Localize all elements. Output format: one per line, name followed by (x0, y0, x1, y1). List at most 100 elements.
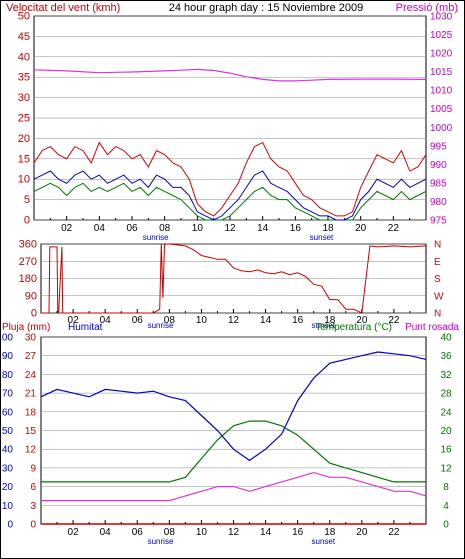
x-tick-label: 16 (290, 223, 302, 234)
x-tick-label: 12 (228, 527, 240, 538)
x-tick-label: 12 (228, 315, 240, 326)
x-tick-label: 22 (388, 527, 400, 538)
left-tick-label: 5 (24, 194, 30, 206)
right-tick-label: 985 (430, 178, 447, 189)
humidity-tick-label: 90 (2, 351, 14, 362)
left-tick-label: 50 (18, 11, 30, 23)
x-tick-label: 14 (257, 223, 269, 234)
x-tick-label: 04 (94, 223, 106, 234)
x-tick-label: 02 (68, 527, 80, 538)
humidity-tick-label: 30 (2, 463, 14, 474)
rain-tick-label: 30 (25, 333, 37, 344)
humidity-axis-label: Humitat (68, 322, 103, 333)
compass-label: S (434, 274, 441, 285)
x-tick-label: 16 (292, 527, 304, 538)
rain-tick-label: 12 (25, 445, 37, 456)
sunrise-label: sunrise (148, 321, 174, 330)
humidity-tick-label: 40 (2, 445, 14, 456)
series-gust (33, 141, 427, 217)
x-tick-label: 04 (100, 527, 112, 538)
temperature-tick-label: 24 (440, 407, 452, 418)
compass-label: E (434, 257, 441, 268)
x-tick-label: 14 (260, 527, 272, 538)
x-tick-label: 08 (164, 315, 176, 326)
x-tick-label: 12 (224, 223, 236, 234)
dewpoint-axis-label: Punt rosada (405, 322, 459, 333)
x-tick-label: 18 (322, 223, 334, 234)
right-tick-label: 1020 (430, 49, 453, 60)
humidity-tick-label: 100 (0, 333, 13, 344)
x-tick-label: 06 (132, 527, 144, 538)
right-tick-label: 1010 (430, 86, 453, 97)
temperature-tick-label: 40 (440, 333, 452, 344)
left-tick-label: 40 (18, 51, 30, 63)
compass-label: N (434, 309, 441, 320)
compass-label: N (434, 240, 441, 251)
temperature-axis-label: Temperatura (°C) (315, 322, 392, 333)
temperature-tick-label: 32 (440, 370, 452, 381)
rain-tick-label: 24 (25, 370, 37, 381)
right-tick-label: 995 (430, 141, 447, 152)
series-temperature (41, 420, 426, 483)
left-tick-label: 90 (25, 290, 37, 302)
left-tick-label: 20 (18, 133, 30, 145)
x-tick-label: 02 (61, 223, 73, 234)
sunset-label: sunset (312, 321, 336, 330)
humidity-tick-label: 10 (2, 501, 14, 512)
temperature-tick-label: 12 (440, 463, 452, 474)
x-tick-label: 06 (132, 315, 144, 326)
left-tick-label: 360 (19, 239, 37, 251)
right-tick-label: 990 (430, 160, 447, 171)
right-tick-label: 980 (430, 197, 447, 208)
x-tick-label: 20 (355, 223, 367, 234)
x-tick-label: 08 (159, 223, 171, 234)
rain-tick-label: 9 (30, 463, 36, 474)
right-tick-label: 1025 (430, 30, 453, 41)
humidity-tick-label: 60 (2, 407, 14, 418)
rain-tick-label: 6 (30, 482, 36, 493)
x-tick-label: 08 (164, 527, 176, 538)
series-speed (33, 170, 427, 221)
left-tick-label: 30 (18, 92, 30, 104)
x-tick-label: 20 (356, 315, 368, 326)
x-tick-label: 22 (388, 315, 400, 326)
temperature-tick-label: 4 (443, 501, 449, 512)
rain-tick-label: 18 (25, 407, 37, 418)
temperature-tick-label: 28 (440, 389, 452, 400)
left-tick-label: 10 (18, 174, 30, 186)
left-tick-label: 0 (31, 308, 37, 320)
x-tick-label: 02 (68, 315, 80, 326)
x-tick-label: 04 (100, 315, 112, 326)
x-tick-label: 10 (196, 527, 208, 538)
rain-tick-label: 27 (25, 351, 37, 362)
series-dewpoint (41, 471, 427, 502)
left-tick-label: 25 (18, 113, 30, 125)
left-tick-label: 45 (18, 31, 30, 43)
humidity-tick-label: 0 (7, 520, 13, 531)
sunrise-label: sunrise (148, 537, 174, 546)
temperature-tick-label: 36 (440, 351, 452, 362)
series-humidity (40, 351, 427, 462)
sunrise-label: sunrise (143, 233, 169, 242)
temperature-tick-label: 20 (440, 426, 452, 437)
temperature-tick-label: 16 (440, 445, 452, 456)
left-tick-label: 15 (18, 153, 30, 165)
left-tick-label: 35 (18, 72, 30, 84)
rain-tick-label: 3 (30, 501, 36, 512)
humidity-tick-label: 50 (2, 426, 14, 437)
left-axis-label: Velocitat del vent (kmh) (6, 2, 120, 14)
rain-tick-label: 0 (30, 520, 36, 531)
x-tick-label: 10 (192, 223, 204, 234)
left-tick-label: 270 (19, 256, 37, 268)
series-pressure (33, 68, 427, 82)
sunset-label: sunset (312, 537, 336, 546)
x-tick-label: 16 (292, 315, 304, 326)
x-tick-label: 18 (324, 315, 336, 326)
x-tick-label: 10 (196, 315, 208, 326)
right-tick-label: 1005 (430, 104, 453, 115)
humidity-tick-label: 80 (2, 370, 14, 381)
humidity-tick-label: 70 (2, 389, 14, 400)
sunset-label: sunset (310, 233, 334, 242)
humidity-tick-label: 20 (2, 482, 14, 493)
